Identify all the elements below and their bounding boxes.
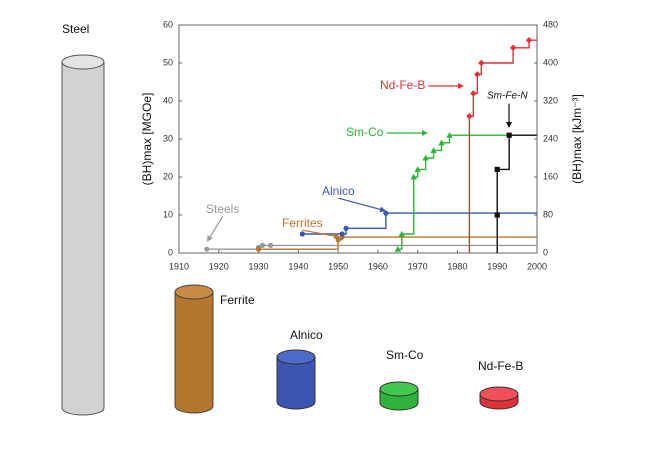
marker [398,230,405,237]
marker [414,166,421,172]
marker [255,246,262,252]
marker [299,231,305,237]
cylinder-steel [61,54,105,416]
step-line [397,134,537,250]
marker [267,242,274,248]
marker [430,147,437,153]
marker [438,139,445,146]
cylinder-label: Alnico [290,328,323,342]
marker [259,242,266,248]
marker [422,154,429,161]
marker [335,237,341,243]
cylinder-nd-fe-b [479,386,519,410]
y-tick-label: 60 [163,19,173,29]
arrow-head [333,232,340,239]
marker [474,71,481,78]
series-label: Alnico [322,184,355,198]
arrow [302,229,337,237]
arrow-head [207,235,213,242]
y-tick-label: 40 [163,95,173,105]
x-tick-label: 1980 [447,261,467,271]
marker [343,225,349,231]
y2-tick-label: 240 [543,133,558,143]
series-label: Sm-Fe-N [487,91,528,102]
cylinder-sm-co [379,381,419,411]
cylinder-alnico [276,349,316,410]
cylinder-ferrite [174,284,214,414]
y-tick-label: 50 [163,57,173,67]
marker [204,246,210,252]
cylinder-label: Steel [62,22,89,36]
arrow-head [506,122,512,128]
marker [494,166,500,172]
y2-axis-title: (BH)max [kJm⁻³] [570,94,584,184]
marker [383,210,389,216]
step-line [496,134,537,253]
step-line [302,212,537,235]
y2-tick-label: 160 [543,171,558,181]
marker [478,59,485,67]
y-tick-label: 10 [163,209,173,219]
x-tick-label: 1990 [487,261,507,271]
arrow [208,215,224,239]
series-label: Ferrites [282,216,323,230]
marker [509,44,517,51]
series-label: Sm-Co [346,125,384,139]
step-line [468,39,537,253]
y-tick-label: 20 [163,171,173,181]
y-tick-label: 0 [168,247,173,257]
marker [446,132,453,138]
y2-tick-label: 320 [543,95,558,105]
arrow-head [379,206,386,213]
y2-tick-label: 80 [543,209,553,219]
x-tick-label: 1910 [169,261,189,271]
y-axis-title: (BH)max [MGOe] [140,93,154,186]
cylinder-label: Sm-Co [386,348,424,362]
marker [470,90,477,97]
series-label: Nd-Fe-B [380,78,425,92]
x-tick-label: 2000 [527,261,547,271]
x-tick-label: 1950 [328,261,348,271]
marker [410,173,417,180]
marker [506,132,512,138]
series-label: Steels [206,202,239,216]
x-tick-label: 1930 [249,261,269,271]
y2-tick-label: 0 [543,247,548,257]
x-tick-label: 1960 [368,261,388,271]
x-tick-label: 1920 [209,261,229,271]
marker [466,113,473,120]
x-tick-label: 1940 [288,261,308,271]
marker [525,37,533,44]
y2-tick-label: 480 [543,19,558,29]
marker [394,246,401,252]
marker [339,231,345,237]
x-tick-label: 1970 [408,261,428,271]
y2-tick-label: 400 [543,57,558,67]
arrow-head [458,83,464,89]
arrow [338,197,383,211]
arrow-head [422,130,428,136]
y-tick-label: 30 [163,133,173,143]
marker [494,212,500,218]
cylinder-label: Nd-Fe-B [478,359,523,373]
cylinder-label: Ferrite [220,293,255,307]
